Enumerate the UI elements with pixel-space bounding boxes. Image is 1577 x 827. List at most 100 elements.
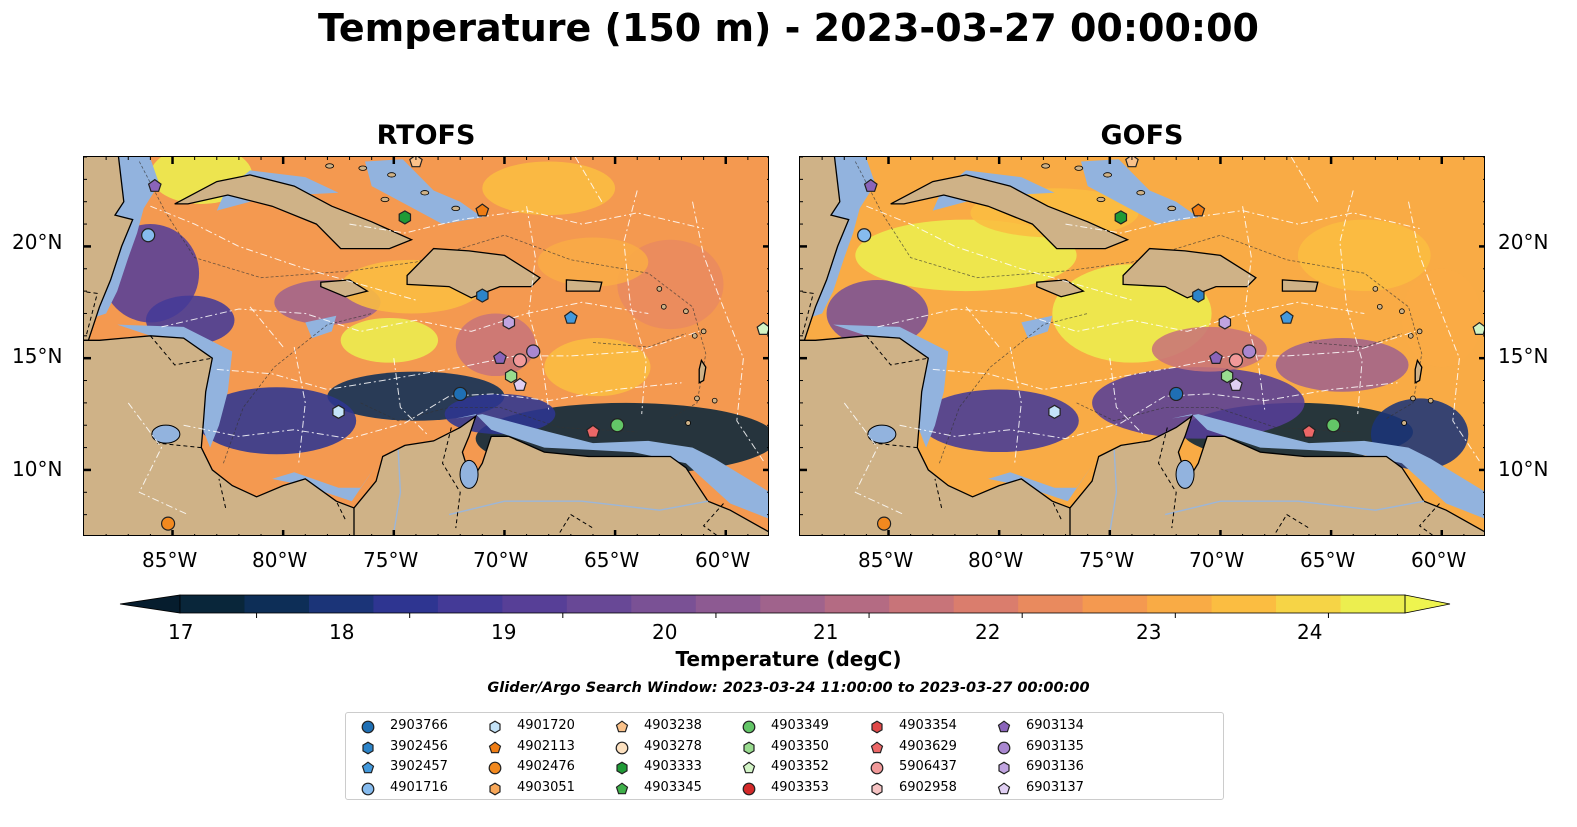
legend-marker: [489, 720, 501, 734]
legend-marker-pentagon-icon: [361, 761, 375, 774]
eez-boundary: [1339, 190, 1363, 415]
eez-boundary: [1065, 210, 1420, 234]
legend-marker-circle-icon: [742, 720, 756, 734]
continental-shelf: [1171, 414, 1484, 519]
colorbar-over-triangle: [1404, 594, 1451, 614]
isobath-contour: [360, 402, 638, 433]
float-marker-4902113: [1191, 203, 1206, 217]
country-border: [702, 503, 724, 535]
isobath-contour: [138, 161, 707, 419]
legend-marker-hexagon-icon: [489, 720, 501, 734]
legend-marker: [743, 741, 755, 754]
lon-label-85w-rtofs: 85°W: [142, 548, 198, 572]
float-marker-3902457: [563, 310, 578, 324]
colorbar-tick-22: 22: [975, 620, 1001, 644]
legend-marker: [870, 740, 884, 753]
colorbar-frame: [179, 594, 1406, 614]
float-marker-4901716: [857, 228, 872, 243]
isobath-contour: [223, 313, 372, 464]
legend-label: 6903137: [1026, 779, 1084, 795]
colorbar-tick-20: 20: [652, 620, 678, 644]
island: [683, 308, 689, 315]
float-marker-6903135: [526, 344, 541, 359]
float-marker-4903629: [1302, 424, 1316, 438]
continental-shelf: [988, 465, 1093, 502]
eez-boundary: [249, 306, 284, 348]
eez-boundary: [965, 306, 1000, 348]
island: [1416, 328, 1423, 335]
float-marker-4903350: [504, 368, 518, 384]
legend-label: 4902113: [517, 738, 575, 754]
legend-marker: [871, 720, 883, 734]
legend-marker: [870, 761, 884, 775]
float-marker-6903134: [863, 178, 878, 192]
country-border: [1275, 513, 1310, 533]
eez-boundary: [1242, 206, 1266, 410]
float-marker-4902476: [160, 516, 176, 531]
eez-boundary: [127, 402, 189, 516]
legend-label: 2903766: [390, 718, 448, 733]
continental-shelf: [455, 414, 768, 519]
legend-marker: [742, 720, 756, 734]
colorbar-bin: [953, 595, 1019, 613]
colorbar-bin: [437, 595, 503, 613]
colorbar-bin: [1340, 595, 1406, 613]
mexico-land: [800, 157, 850, 341]
isobath-contour: [1308, 333, 1403, 348]
float-marker-4902476: [876, 516, 892, 531]
colorbar-bin: [695, 595, 761, 613]
isobath-contour: [854, 161, 1423, 419]
lat-label-20n-right: 20°N: [1498, 230, 1549, 254]
float-marker-4903333: [398, 210, 412, 225]
colorbar-bin: [1018, 595, 1084, 613]
island: [660, 303, 667, 310]
legend: 2903766 3902456 3902457 4901716 4901720 49021…: [345, 712, 1224, 800]
legend-marker-hexagon-icon: [616, 761, 628, 775]
eez-boundary: [393, 358, 428, 435]
map-canvas-gofs: [800, 157, 1484, 535]
isobath-contour: [939, 313, 1088, 464]
continental-shelf: [272, 465, 377, 502]
colorbar-bin: [824, 595, 890, 613]
legend-label: 4903345: [644, 779, 702, 795]
legend-marker-circle-icon: [742, 782, 756, 795]
float-marker-4901716: [141, 228, 156, 243]
island: [325, 163, 335, 169]
legend-label: 6903135: [1026, 738, 1084, 754]
island: [387, 172, 396, 178]
legend-label: 4903333: [644, 759, 702, 774]
legend-marker-hexagon-icon: [871, 720, 883, 734]
float-marker-4903238: [1125, 157, 1139, 168]
temperature-anomaly: [1401, 268, 1482, 368]
legend-marker: [997, 741, 1011, 754]
map-gofs[interactable]: [799, 156, 1485, 536]
float-marker-6903136: [502, 315, 516, 330]
float-marker-2903766: [453, 386, 468, 402]
float-marker-6903134: [1209, 350, 1223, 364]
legend-marker-pentagon-icon: [615, 781, 629, 794]
legend-marker-circle-icon: [361, 720, 375, 734]
country-border: [866, 335, 929, 366]
colorbar-tick-18: 18: [329, 620, 355, 644]
lat-label-15n-right: 15°N: [1498, 344, 1549, 368]
legend-marker-circle-icon: [997, 741, 1011, 754]
island: [1427, 397, 1434, 404]
temperature-anomaly: [919, 389, 1079, 453]
lon-label-85w-gofs: 85°W: [858, 548, 914, 572]
legend-marker-circle-icon: [361, 782, 375, 795]
panel-title-gofs: GOFS: [1100, 120, 1184, 151]
legend-marker-hexagon-icon: [871, 782, 883, 795]
legend-label: 4901720: [517, 718, 575, 733]
eez-boundary: [1408, 201, 1480, 462]
legend-marker: [742, 782, 756, 795]
temperature-anomaly: [455, 313, 536, 377]
colorbar-under-triangle: [119, 594, 181, 614]
island: [1410, 395, 1416, 402]
legend-label: 4903350: [771, 738, 829, 754]
legend-marker: [361, 761, 375, 774]
map-rtofs[interactable]: [83, 156, 769, 536]
island: [1399, 308, 1405, 315]
eez-boundary: [843, 402, 905, 516]
legend-marker: [742, 761, 756, 774]
lon-label-75w-rtofs: 75°W: [363, 548, 419, 572]
